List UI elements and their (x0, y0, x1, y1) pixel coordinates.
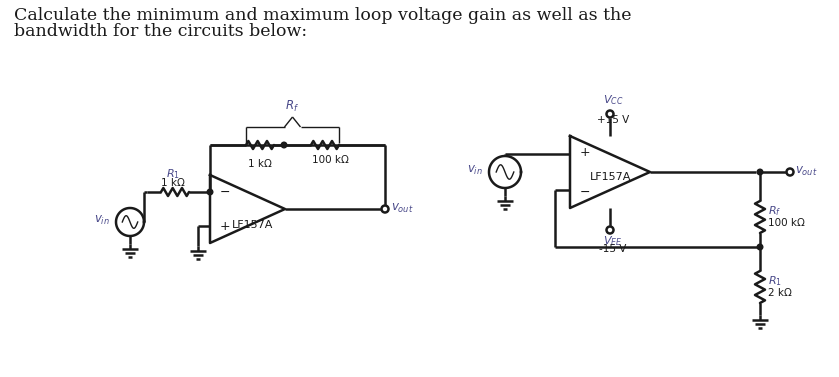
Text: $-$: $-$ (219, 184, 230, 198)
Text: bandwidth for the circuits below:: bandwidth for the circuits below: (14, 23, 307, 40)
Circle shape (758, 244, 763, 250)
Text: LF157A: LF157A (590, 172, 632, 182)
Text: $R_1$: $R_1$ (166, 167, 180, 181)
Text: 1 kΩ: 1 kΩ (161, 178, 185, 188)
Text: 1 kΩ: 1 kΩ (248, 159, 272, 169)
Text: $V_{CC}$: $V_{CC}$ (602, 93, 623, 107)
Text: $v_{in}$: $v_{in}$ (467, 164, 483, 176)
Text: +15 V: +15 V (597, 115, 629, 125)
Text: $V_{EE}$: $V_{EE}$ (603, 234, 623, 248)
Text: $v_{out}$: $v_{out}$ (795, 164, 818, 178)
Circle shape (607, 227, 613, 233)
Circle shape (382, 205, 388, 213)
Text: Calculate the minimum and maximum loop voltage gain as well as the: Calculate the minimum and maximum loop v… (14, 7, 632, 24)
Text: LF157A: LF157A (232, 220, 274, 230)
Text: $+$: $+$ (579, 147, 591, 159)
Text: 100 kΩ: 100 kΩ (311, 155, 348, 165)
Text: $R_f$: $R_f$ (768, 204, 781, 218)
Text: $-$: $-$ (579, 184, 590, 198)
Text: -15 V: -15 V (599, 244, 627, 254)
Circle shape (207, 189, 213, 195)
Circle shape (786, 169, 794, 176)
Text: $R_f$: $R_f$ (285, 99, 300, 114)
Text: 100 kΩ: 100 kΩ (768, 218, 805, 228)
Text: $R_1$: $R_1$ (768, 274, 782, 288)
Circle shape (758, 169, 763, 175)
Circle shape (607, 110, 613, 118)
Text: $+$: $+$ (219, 221, 230, 233)
Circle shape (281, 142, 287, 148)
Text: 2 kΩ: 2 kΩ (768, 288, 792, 298)
Text: $v_{out}$: $v_{out}$ (391, 201, 414, 215)
Text: $v_{in}$: $v_{in}$ (94, 213, 110, 227)
